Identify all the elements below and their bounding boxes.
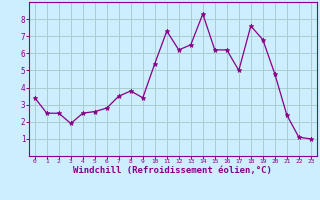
X-axis label: Windchill (Refroidissement éolien,°C): Windchill (Refroidissement éolien,°C): [73, 166, 272, 175]
